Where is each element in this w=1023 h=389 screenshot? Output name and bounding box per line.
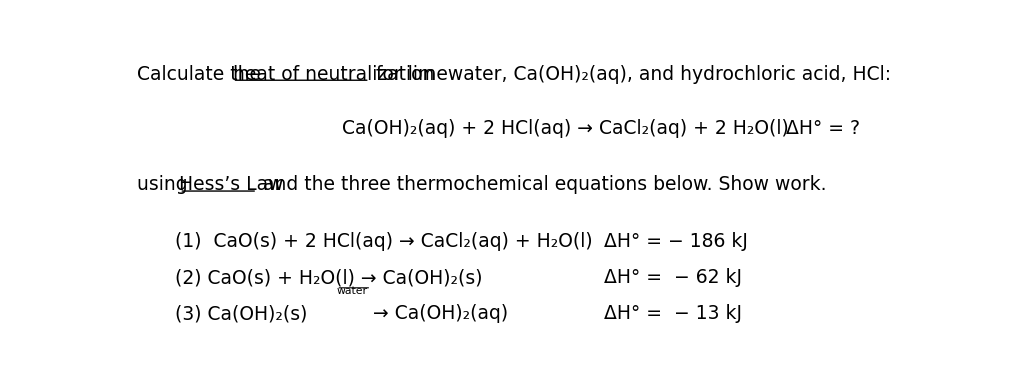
Text: Calculate the: Calculate the — [137, 65, 267, 84]
Text: ΔH° =  − 62 kJ: ΔH° = − 62 kJ — [604, 268, 742, 287]
Text: (1)  CaO(s) + 2 HCl(aq) → CaCl₂(aq) + H₂O(l): (1) CaO(s) + 2 HCl(aq) → CaCl₂(aq) + H₂O… — [176, 232, 593, 251]
Text: → Ca(OH)₂(aq): → Ca(OH)₂(aq) — [372, 304, 508, 323]
Text: heat of neutralization: heat of neutralization — [232, 65, 434, 84]
Text: and the three thermochemical equations below. Show work.: and the three thermochemical equations b… — [257, 175, 827, 194]
Text: for limewater, Ca(OH)₂(aq), and hydrochloric acid, HCl:: for limewater, Ca(OH)₂(aq), and hydrochl… — [369, 65, 891, 84]
Text: (3) Ca(OH)₂(s): (3) Ca(OH)₂(s) — [176, 304, 314, 323]
Text: ΔH° = − 186 kJ: ΔH° = − 186 kJ — [604, 232, 748, 251]
Text: Hess’s Law: Hess’s Law — [179, 175, 284, 194]
Text: (2) CaO(s) + H₂O(l) → Ca(OH)₂(s): (2) CaO(s) + H₂O(l) → Ca(OH)₂(s) — [176, 268, 483, 287]
Text: Ca(OH)₂(aq) + 2 HCl(aq) → CaCl₂(aq) + 2 H₂O(l): Ca(OH)₂(aq) + 2 HCl(aq) → CaCl₂(aq) + 2 … — [342, 119, 789, 138]
Text: using: using — [137, 175, 194, 194]
Text: water: water — [337, 286, 367, 296]
Text: ΔH° =  − 13 kJ: ΔH° = − 13 kJ — [604, 304, 742, 323]
Text: ΔH° = ?: ΔH° = ? — [786, 119, 860, 138]
